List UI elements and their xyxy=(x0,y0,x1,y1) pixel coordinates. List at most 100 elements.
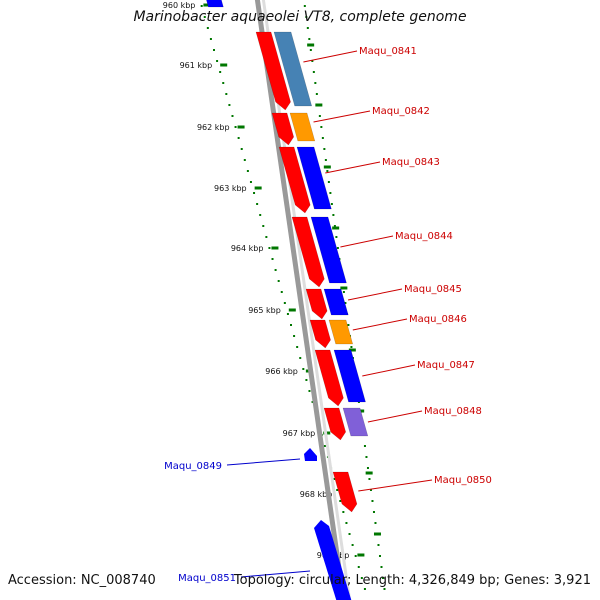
ruler-dot xyxy=(345,522,348,524)
ruler-tick xyxy=(220,63,228,67)
ruler-tick-label: 963 kbp xyxy=(214,184,247,193)
ruler-tick xyxy=(288,308,296,312)
ruler-dot xyxy=(253,192,256,194)
gene-label: Maqu_0842 xyxy=(372,106,430,117)
ruler-dot xyxy=(308,390,311,392)
ruler-tick-label: 960 kbp xyxy=(163,1,196,10)
ruler-dot xyxy=(225,93,228,95)
gene-label: Maqu_0843 xyxy=(382,157,440,168)
ruler-dot xyxy=(240,148,243,150)
label-leader-line xyxy=(340,235,394,248)
ruler-dot xyxy=(200,5,203,7)
accession-text: Accession: NC_008740 xyxy=(8,573,156,588)
ruler-tick-label: 965 kbp xyxy=(248,306,281,315)
ruler-dot xyxy=(354,555,357,557)
gene-label: Maqu_0851 xyxy=(178,573,236,584)
ruler-dot xyxy=(339,500,342,502)
ruler-tick xyxy=(332,226,340,230)
ruler-dot xyxy=(314,82,317,84)
ruler-dot xyxy=(293,335,296,337)
ruler-tick-label: 968 kbp xyxy=(300,490,333,499)
gene-features xyxy=(206,0,369,600)
label-leader-line xyxy=(367,410,423,423)
ruler-dot xyxy=(271,258,274,260)
ruler-dot xyxy=(249,181,252,183)
ruler-dot xyxy=(374,522,377,524)
ruler-dot xyxy=(262,225,265,227)
ruler-tick xyxy=(271,246,279,250)
ruler-dot xyxy=(216,60,219,62)
ruler-dot xyxy=(321,137,324,139)
ruler-dot xyxy=(333,225,336,227)
map-title: Marinobacter aquaeolei VT8, complete gen… xyxy=(133,9,467,25)
ruler-dot xyxy=(256,203,259,205)
ruler-dot xyxy=(315,93,318,95)
ruler-dot xyxy=(259,214,262,216)
label-leader-line xyxy=(303,50,358,63)
ruler-tick xyxy=(365,471,373,475)
gene-label: Maqu_0844 xyxy=(395,231,453,242)
gene-labels: Maqu_0841 Maqu_0842 Maqu_0843 Maqu_0844 Maqu… xyxy=(164,46,492,584)
ruler-dot xyxy=(296,346,299,348)
ruler-dot xyxy=(330,203,333,205)
ruler-dot xyxy=(371,500,374,502)
ruler-tick xyxy=(373,532,381,536)
ruler-tick xyxy=(254,186,262,190)
ruler-dot xyxy=(209,38,212,40)
ruler-dot xyxy=(308,38,311,40)
ruler-dot xyxy=(286,313,289,315)
ruler-dot xyxy=(372,511,375,513)
ruler-dot xyxy=(231,115,234,117)
ruler-dot xyxy=(360,577,363,579)
label-leader-line xyxy=(226,458,301,466)
gene-hit-bar xyxy=(310,216,347,284)
label-leader-line xyxy=(240,570,311,578)
label-leader-line xyxy=(347,288,403,301)
ruler-tick-label: 964 kbp xyxy=(231,244,264,253)
ruler-dot xyxy=(277,280,280,282)
gene-arrow xyxy=(332,471,358,513)
ruler-dot xyxy=(366,467,369,469)
ruler-dot xyxy=(377,544,380,546)
ruler-dot xyxy=(206,27,209,29)
ruler-dot xyxy=(302,368,305,370)
ruler-dot xyxy=(299,357,302,359)
label-leader-line xyxy=(362,364,416,377)
ruler-dot xyxy=(203,16,206,18)
ruler-dot xyxy=(237,137,240,139)
gene-label: Maqu_0841 xyxy=(359,46,417,57)
gene-hit-bar xyxy=(333,349,366,403)
gene-arrow xyxy=(309,319,331,349)
gene-label: Maqu_0845 xyxy=(404,284,462,295)
ruler-tick-label: 966 kbp xyxy=(265,367,298,376)
gene-hit-bar xyxy=(342,407,369,437)
gene-arrow xyxy=(304,448,317,461)
ruler-dot xyxy=(342,511,345,513)
ruler-dot xyxy=(228,104,231,106)
label-leader-line xyxy=(358,479,433,492)
ruler-dot xyxy=(342,291,345,293)
ruler-tick xyxy=(323,165,331,169)
gene-label: Maqu_0846 xyxy=(409,314,467,325)
ruler-dot xyxy=(344,302,347,304)
ruler-dot xyxy=(369,489,372,491)
ruler-dot xyxy=(268,247,271,249)
ruler-dot xyxy=(309,49,312,51)
ruler-dot xyxy=(363,445,366,447)
ruler-dot xyxy=(311,401,314,403)
gene-arrow xyxy=(314,349,344,407)
ruler-dot xyxy=(365,456,368,458)
gene-partial-top xyxy=(206,0,224,8)
gene-label: Maqu_0849 xyxy=(164,461,222,472)
ruler-tick xyxy=(203,3,211,7)
gene-hit-bar xyxy=(328,319,354,345)
ruler-tick xyxy=(307,43,315,47)
ruler-dot xyxy=(312,71,315,73)
ruler-dot xyxy=(306,27,309,29)
ruler-dot xyxy=(305,379,308,381)
ruler-tick-label: 961 kbp xyxy=(180,61,213,70)
ruler-dot xyxy=(327,181,330,183)
ruler-tick xyxy=(237,125,245,129)
ruler-dot xyxy=(350,346,353,348)
